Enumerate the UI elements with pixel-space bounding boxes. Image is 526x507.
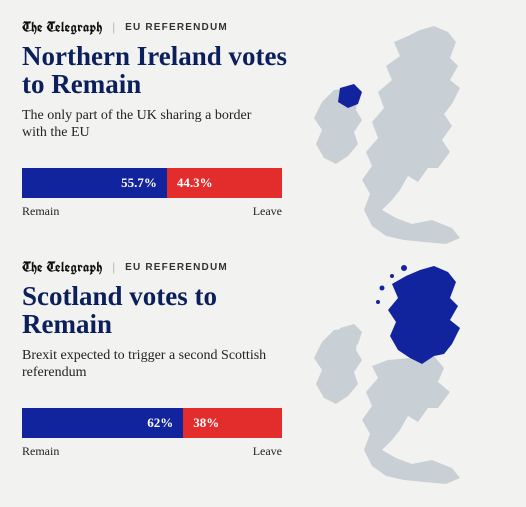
bar-labels: Remain Leave: [22, 204, 282, 219]
bar-value-leave: 44.3%: [177, 175, 213, 191]
header-line: The Telegraph | EU REFERENDUM: [22, 258, 312, 276]
section-tag: EU REFERENDUM: [125, 262, 228, 273]
bar-segment-leave: 38%: [183, 408, 282, 438]
stacked-bar: 62% 38%: [22, 408, 282, 438]
panel-left: The Telegraph | EU REFERENDUM Northern I…: [22, 18, 312, 219]
map-gb: [362, 26, 460, 244]
panel-title: Scotland votes to Remain: [22, 282, 312, 339]
divider: |: [112, 19, 115, 35]
stacked-bar: 55.7% 44.3%: [22, 168, 282, 198]
panel-northern-ireland: The Telegraph | EU REFERENDUM Northern I…: [22, 18, 504, 250]
panel-scotland: The Telegraph | EU REFERENDUM Scotland v…: [22, 258, 504, 490]
bar-value-remain: 62%: [147, 415, 173, 431]
bar-segment-leave: 44.3%: [167, 168, 282, 198]
bar-label-leave: Leave: [253, 444, 282, 459]
panel-subtitle: Brexit expected to trigger a second Scot…: [22, 347, 272, 382]
divider: |: [112, 259, 115, 275]
section-tag: EU REFERENDUM: [125, 22, 228, 33]
bar-value-leave: 38%: [193, 415, 219, 431]
panel-title: Northern Ireland votes to Remain: [22, 42, 312, 99]
map-island: [376, 300, 380, 304]
map-island: [390, 274, 394, 278]
bar-value-remain: 55.7%: [121, 175, 157, 191]
vote-bar-chart: 62% 38% Remain Leave: [22, 408, 282, 459]
uk-map-scotland: [300, 258, 510, 490]
map-island: [401, 265, 407, 271]
bar-labels: Remain Leave: [22, 444, 282, 459]
brand-logo: The Telegraph: [22, 18, 102, 36]
brand-logo: The Telegraph: [22, 258, 102, 276]
map-highlight-scotland: [388, 266, 460, 364]
bar-label-leave: Leave: [253, 204, 282, 219]
vote-bar-chart: 55.7% 44.3% Remain Leave: [22, 168, 282, 219]
map-island: [380, 286, 385, 291]
bar-label-remain: Remain: [22, 444, 59, 459]
map-england-wales: [362, 356, 460, 484]
bar-segment-remain: 55.7%: [22, 168, 167, 198]
uk-map-ni: [300, 18, 510, 250]
header-line: The Telegraph | EU REFERENDUM: [22, 18, 312, 36]
bar-label-remain: Remain: [22, 204, 59, 219]
panel-subtitle: The only part of the UK sharing a border…: [22, 107, 272, 142]
bar-segment-remain: 62%: [22, 408, 183, 438]
panel-left: The Telegraph | EU REFERENDUM Scotland v…: [22, 258, 312, 459]
